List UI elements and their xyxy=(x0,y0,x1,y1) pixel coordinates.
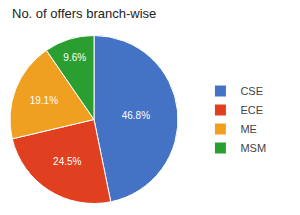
svg-text:No. of offers branch-wise: No. of offers branch-wise xyxy=(12,6,156,21)
svg-text:46.8%: 46.8% xyxy=(122,110,150,121)
svg-text:19.1%: 19.1% xyxy=(30,95,58,106)
svg-text:24.5%: 24.5% xyxy=(53,156,81,167)
svg-text:ME: ME xyxy=(240,123,257,135)
svg-text:CSE: CSE xyxy=(240,85,263,97)
svg-text:ECE: ECE xyxy=(240,104,263,116)
svg-text:MSM: MSM xyxy=(240,142,266,154)
svg-text:9.6%: 9.6% xyxy=(63,52,86,63)
